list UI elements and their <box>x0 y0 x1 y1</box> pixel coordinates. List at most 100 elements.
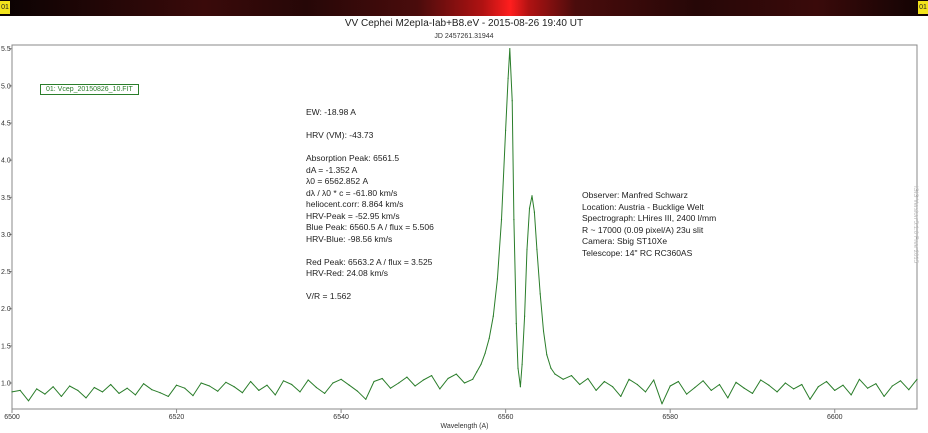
text-line: heliocent.corr: 8.864 km/s <box>306 199 404 209</box>
data-point <box>542 330 545 332</box>
data-point <box>718 383 721 386</box>
strip-tag-left: 01 <box>0 1 10 14</box>
data-point <box>825 380 828 383</box>
data-point <box>291 383 293 386</box>
y-tick-label: 2.0 <box>1 306 11 313</box>
data-point <box>710 389 712 391</box>
data-point <box>52 386 54 388</box>
observer-panel: Observer: Manfred Schwarz Location: Austr… <box>582 190 716 259</box>
data-point <box>517 367 519 369</box>
data-point <box>776 391 778 393</box>
y-tick-label: 5.0 <box>1 83 11 90</box>
data-point <box>768 384 770 386</box>
spacer <box>306 245 434 257</box>
data-point <box>579 383 581 386</box>
x-tick-label: 6500 <box>4 414 20 421</box>
text-line: HRV-Blue: -98.56 km/s <box>306 233 393 244</box>
text-line: HRV (VM): -43.73 <box>306 130 374 140</box>
data-point <box>521 363 523 365</box>
data-point <box>809 398 811 400</box>
text-line: HRV-Red: 24.08 km/s <box>306 268 389 278</box>
x-axis-label: Wavelength (A) <box>441 423 489 430</box>
text-line: Observer: Manfred Schwarz <box>582 190 688 200</box>
data-point <box>661 403 663 405</box>
data-point <box>858 378 861 380</box>
spectrum-image-strip <box>0 0 928 16</box>
data-point <box>628 378 630 380</box>
data-point <box>546 354 548 356</box>
data-point <box>299 391 301 393</box>
data-point <box>422 379 424 381</box>
data-point <box>531 195 533 197</box>
data-point <box>801 383 803 386</box>
data-point <box>93 386 95 389</box>
data-point <box>77 389 79 391</box>
data-point <box>793 388 795 390</box>
data-point <box>492 315 494 317</box>
data-point <box>348 384 350 386</box>
x-tick-label: 6540 <box>333 414 349 421</box>
data-point <box>200 382 202 384</box>
text-line: EW: -18.98 A <box>306 107 356 117</box>
data-point <box>528 207 531 209</box>
spectrum-line <box>11 48 918 405</box>
spacer <box>306 280 434 292</box>
data-point <box>891 385 893 387</box>
text-line: Red Peak: 6563.2 A / flux = 3.525 <box>306 256 433 267</box>
data-point <box>612 386 614 388</box>
text-line: Blue Peak: 6560.5 A / flux = 5.506 <box>306 222 434 232</box>
data-point <box>389 387 392 389</box>
data-point <box>526 248 528 250</box>
text-line: Spectrograph: LHires III, 2400 l/mm <box>582 213 717 223</box>
data-point <box>463 382 466 384</box>
data-point <box>669 385 671 387</box>
strip-tag-right: 01 <box>918 1 928 14</box>
data-point <box>587 377 589 380</box>
data-point <box>44 393 46 395</box>
data-point <box>505 129 507 131</box>
data-point <box>406 376 408 378</box>
data-point <box>507 77 509 79</box>
data-point <box>192 395 194 397</box>
data-point <box>570 375 573 377</box>
data-point <box>414 385 416 387</box>
data-point <box>332 382 334 384</box>
data-point <box>817 386 819 388</box>
data-point <box>595 389 597 391</box>
data-point <box>519 386 522 388</box>
data-point <box>69 385 71 387</box>
data-point <box>11 391 13 393</box>
data-point <box>916 378 918 380</box>
data-point <box>175 384 178 386</box>
y-tick-label: 4.0 <box>1 158 11 165</box>
data-point <box>447 377 449 380</box>
spacer <box>306 119 434 131</box>
chart-title: VV Cephei M2epIa-Iab+B8.eV - 2015-08-26 … <box>344 18 584 29</box>
y-tick-label: 5.5 <box>1 46 11 53</box>
data-point <box>324 392 326 394</box>
text-line: λ0 = 6562.852 A <box>306 176 369 186</box>
chart-subtitle: JD 2457261.31944 <box>434 33 494 40</box>
data-point <box>315 386 317 389</box>
y-tick-label: 3.0 <box>1 232 11 239</box>
data-point <box>539 293 541 295</box>
data-point <box>533 211 536 213</box>
data-point <box>842 384 844 386</box>
data-point <box>554 373 556 375</box>
data-point <box>208 385 211 387</box>
data-point <box>455 373 457 375</box>
data-point <box>562 378 564 380</box>
data-point <box>439 388 441 390</box>
data-point <box>850 394 852 396</box>
data-point <box>340 378 342 380</box>
data-point <box>134 394 136 396</box>
x-tick-label: 6600 <box>827 414 843 421</box>
text-line: R ~ 17000 (0.09 pixel/A) 23u slit <box>582 224 704 235</box>
software-watermark: ISIS Version 5.1.0 Free 2015 <box>912 186 918 264</box>
data-point <box>500 219 503 221</box>
data-point <box>743 387 745 389</box>
data-point <box>143 383 145 385</box>
data-point <box>431 375 433 377</box>
data-point <box>110 383 112 386</box>
